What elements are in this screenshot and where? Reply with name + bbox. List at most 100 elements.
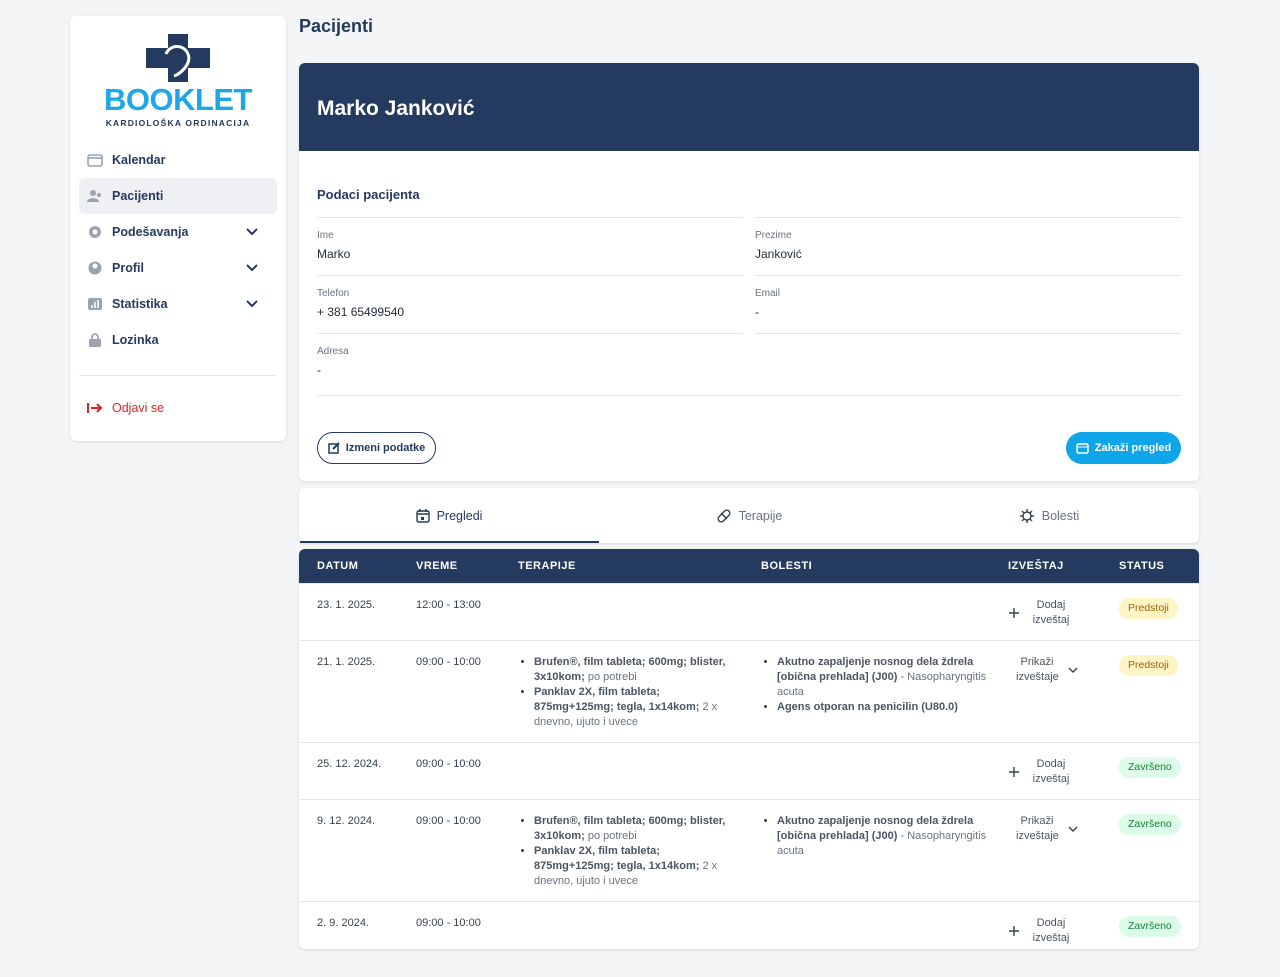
report-label: Dodaj izveštaj bbox=[1032, 599, 1070, 626]
tab-label: Bolesti bbox=[1041, 508, 1080, 523]
edit-button[interactable]: Izmeni podatke bbox=[317, 432, 436, 464]
nav-icon bbox=[79, 189, 112, 203]
column-header: STATUS bbox=[1119, 549, 1199, 583]
date-cell: 2. 9. 2024. bbox=[299, 901, 416, 949]
nav-item[interactable]: Statistika bbox=[79, 286, 277, 322]
status-cell: Završeno bbox=[1119, 799, 1199, 901]
schedule-button[interactable]: Zakaži pregled bbox=[1066, 432, 1181, 464]
nav-label: Podešavanja bbox=[112, 225, 189, 239]
diseases-list: Akutno zapaljenje nosnog dela ždrela [ob… bbox=[761, 655, 988, 715]
table-row: 9. 12. 2024.09:00 - 10:00 Brufen®, film t… bbox=[299, 799, 1199, 901]
nav-icon bbox=[79, 261, 112, 275]
table-row: 23. 1. 2025. 12:00 - 13:00 Dodaj izveštaj P… bbox=[299, 583, 1199, 640]
nav-item[interactable]: Kalendar bbox=[79, 142, 277, 178]
column-header: DATUM bbox=[299, 549, 416, 583]
tab-icon bbox=[1019, 508, 1035, 524]
nav-item[interactable]: Profil bbox=[79, 250, 277, 286]
field: Adresa - bbox=[317, 346, 349, 377]
therapies-cell bbox=[518, 742, 761, 799]
column-header: IZVEŠTAJ bbox=[1008, 549, 1119, 583]
therapies-cell: Brufen®, film tableta; 600mg; blister, 3… bbox=[518, 640, 761, 742]
therapies-list: Brufen®, film tableta; 600mg; blister, 3… bbox=[518, 814, 741, 889]
tab[interactable]: Bolesti bbox=[899, 488, 1199, 543]
expand-icon bbox=[1068, 826, 1078, 833]
report-cell: Dodaj izveštaj bbox=[1008, 583, 1119, 640]
diseases-cell: Akutno zapaljenje nosnog dela ždrela [ob… bbox=[761, 640, 1008, 742]
add-icon-svg bbox=[1009, 608, 1019, 618]
expand-icon-svg bbox=[1068, 826, 1078, 832]
patient-card: Marko Janković Podaci pacijenta Ime Marko… bbox=[299, 63, 1199, 481]
nav-label: Profil bbox=[112, 261, 144, 275]
tab[interactable]: Pregledi bbox=[299, 488, 599, 543]
add-icon-svg bbox=[1009, 926, 1019, 936]
visits-table: DATUM VREME TERAPIJE BOLESTI IZVEŠTAJ STATUS … bbox=[299, 549, 1199, 949]
tab-label: Terapije bbox=[738, 508, 783, 523]
status-cell: Predstoji bbox=[1119, 640, 1199, 742]
nav-item[interactable]: Lozinka bbox=[79, 322, 277, 358]
date-cell: 9. 12. 2024. bbox=[299, 799, 416, 901]
diseases-cell bbox=[761, 901, 1008, 949]
add-icon-svg bbox=[1009, 767, 1019, 777]
item-note: 2 x dnevno, ujuto i uvece bbox=[534, 701, 718, 728]
field-label: Ime bbox=[317, 230, 334, 241]
nav-icon-svg bbox=[88, 298, 102, 310]
nav-icon-svg bbox=[89, 226, 101, 238]
report-link[interactable]: Prikaži izveštaje bbox=[1008, 814, 1119, 844]
logout-icon bbox=[87, 403, 103, 413]
column-header: BOLESTI bbox=[761, 549, 1008, 583]
report-link[interactable]: Prikaži izveštaje bbox=[1008, 655, 1119, 685]
diseases-item: Agens otporan na penicilin (U80.0) bbox=[777, 700, 988, 715]
item-note: - Nasopharyngitis acuta bbox=[777, 830, 987, 857]
section-title: Podaci pacijenta bbox=[317, 187, 420, 202]
patient-name: Marko Janković bbox=[317, 97, 475, 120]
status-badge: Predstoji bbox=[1119, 655, 1178, 676]
chevron-svg bbox=[246, 228, 258, 236]
divider bbox=[317, 217, 743, 218]
status-cell: Završeno bbox=[1119, 901, 1199, 949]
nav-label: Statistika bbox=[112, 297, 168, 311]
chevron bbox=[238, 264, 267, 272]
report-link[interactable]: Dodaj izveštaj bbox=[1008, 916, 1119, 946]
tab[interactable]: Terapije bbox=[599, 488, 899, 543]
table-row: 25. 12. 2024. 09:00 - 10:00 Dodaj izveštaj… bbox=[299, 742, 1199, 799]
column-header: VREME bbox=[416, 549, 518, 583]
diseases-cell bbox=[761, 583, 1008, 640]
time-cell: 09:00 - 10:00 bbox=[416, 901, 518, 949]
nav-icon bbox=[79, 153, 112, 167]
therapies-list: Brufen®, film tableta; 600mg; blister, 3… bbox=[518, 655, 741, 730]
therapies-item: Brufen®, film tableta; 600mg; blister, 3… bbox=[534, 814, 741, 844]
report-link[interactable]: Dodaj izveštaj bbox=[1008, 757, 1119, 787]
nav-icon-svg bbox=[89, 333, 101, 347]
expand-icon bbox=[1068, 667, 1078, 674]
field-value: Marko bbox=[317, 247, 351, 261]
field-label: Telefon bbox=[317, 288, 350, 299]
status-badge: Završeno bbox=[1119, 916, 1181, 937]
time-cell: 09:00 - 10:00 bbox=[416, 799, 518, 901]
nav-label: Pacijenti bbox=[112, 189, 164, 203]
report-link[interactable]: Dodaj izveštaj bbox=[1008, 598, 1119, 628]
chevron bbox=[238, 300, 267, 308]
diseases-cell bbox=[761, 742, 1008, 799]
field-label: Email bbox=[755, 288, 781, 299]
chevron-svg bbox=[246, 300, 258, 308]
table-row: 21. 1. 2025.09:00 - 10:00 Brufen®, film t… bbox=[299, 640, 1199, 742]
tab-icon-svg bbox=[717, 508, 731, 523]
nav-icon-svg bbox=[87, 154, 103, 167]
diseases-item: Akutno zapaljenje nosnog dela ždrela [ob… bbox=[777, 814, 988, 859]
nav-icon-svg bbox=[87, 190, 101, 202]
therapies-cell bbox=[518, 901, 761, 949]
divider bbox=[755, 217, 1181, 218]
nav-item[interactable]: Podešavanja bbox=[79, 214, 277, 250]
nav-item[interactable]: Pacijenti bbox=[79, 178, 277, 214]
status-badge: Završeno bbox=[1119, 757, 1181, 778]
tabs: Pregledi Terapije Bolesti bbox=[299, 488, 1199, 543]
field-value: - bbox=[755, 305, 759, 319]
therapies-item: Brufen®, film tableta; 600mg; blister, 3… bbox=[534, 655, 741, 685]
field-value: Janković bbox=[755, 247, 802, 261]
tab-icon bbox=[415, 508, 430, 523]
logout[interactable]: Odjavi se bbox=[79, 390, 277, 426]
tab-icon-svg bbox=[1019, 508, 1034, 523]
item-note: po potrebi bbox=[587, 671, 637, 683]
